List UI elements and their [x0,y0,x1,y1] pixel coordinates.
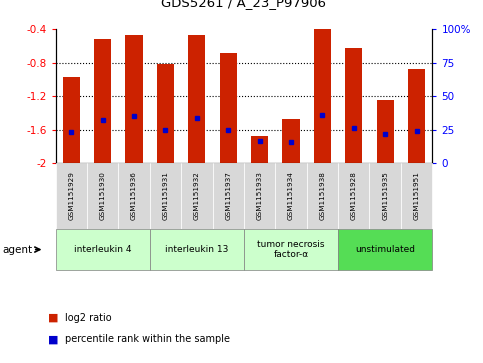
Bar [63,77,80,163]
Text: GDS5261 / A_23_P97906: GDS5261 / A_23_P97906 [161,0,327,9]
Bar [188,35,205,163]
Bar [157,64,174,163]
Bar [377,101,394,163]
Text: GSM1151951: GSM1151951 [413,172,420,220]
Text: GSM1151938: GSM1151938 [319,172,326,220]
Text: GSM1151932: GSM1151932 [194,172,200,220]
Bar [345,48,362,163]
Bar [283,119,299,163]
Bar [94,39,111,163]
Text: GSM1151934: GSM1151934 [288,172,294,220]
Bar [220,53,237,163]
Text: GSM1151937: GSM1151937 [225,172,231,220]
Text: GSM1151928: GSM1151928 [351,172,357,220]
Text: unstimulated: unstimulated [355,245,415,254]
Text: interleukin 4: interleukin 4 [74,245,131,254]
Text: GSM1151935: GSM1151935 [382,172,388,220]
Text: ■: ■ [48,334,59,344]
Text: tumor necrosis
factor-α: tumor necrosis factor-α [257,240,325,259]
Text: percentile rank within the sample: percentile rank within the sample [65,334,230,344]
Bar [126,35,142,163]
Text: ■: ■ [48,313,59,323]
Text: interleukin 13: interleukin 13 [165,245,228,254]
Bar [408,69,425,163]
Bar [314,29,331,163]
Text: agent: agent [2,245,32,254]
Text: GSM1151929: GSM1151929 [68,172,74,220]
Bar [251,136,268,163]
Text: GSM1151931: GSM1151931 [162,172,169,220]
Text: GSM1151936: GSM1151936 [131,172,137,220]
Text: GSM1151930: GSM1151930 [99,172,106,220]
Text: log2 ratio: log2 ratio [65,313,112,323]
Text: GSM1151933: GSM1151933 [256,172,263,220]
